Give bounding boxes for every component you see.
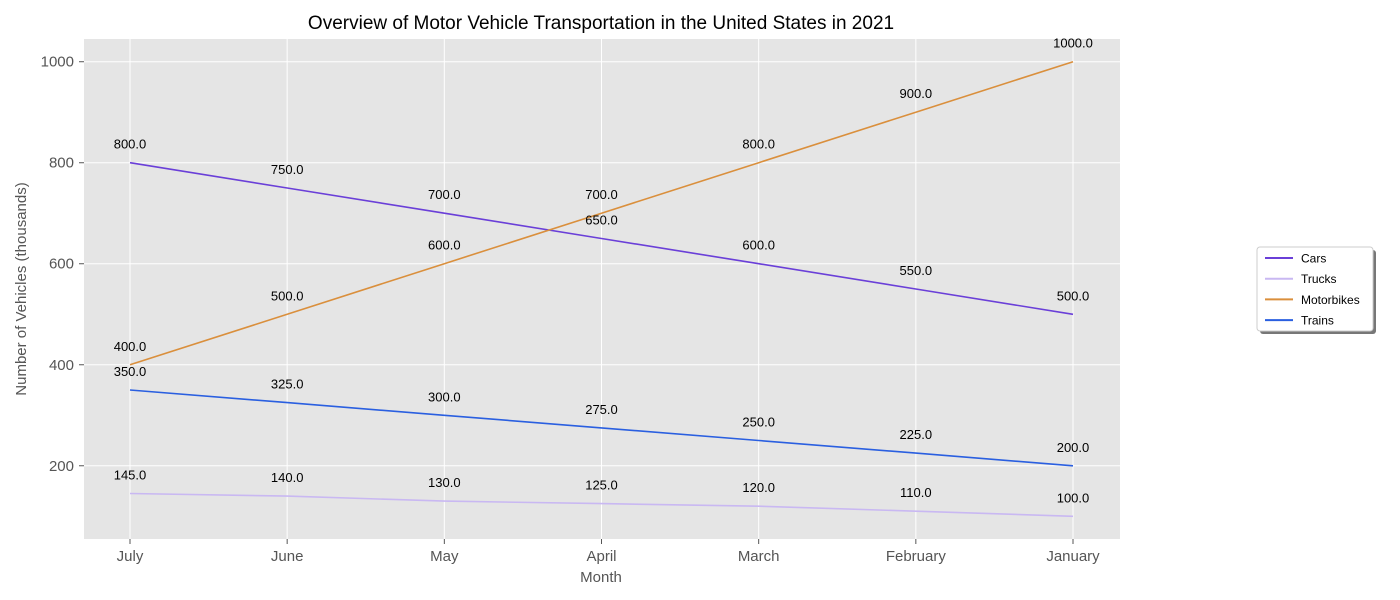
data-label-motorbikes: 600.0 [428,238,461,253]
data-label-trucks: 140.0 [271,470,304,485]
y-tick-label: 400 [49,357,74,374]
data-label-trains: 250.0 [742,415,775,430]
data-label-trucks: 125.0 [585,478,618,493]
data-label-trains: 350.0 [114,364,147,379]
data-label-trucks: 100.0 [1057,490,1090,505]
x-tick-label: June [271,548,304,565]
data-label-cars: 550.0 [900,263,933,278]
x-tick-label: May [430,548,459,565]
legend-label-motorbikes: Motorbikes [1301,293,1360,307]
legend-label-trains: Trains [1301,314,1334,328]
legend: Cars Trucks Motorbikes Trains [1257,247,1376,334]
data-label-cars: 650.0 [585,212,618,227]
data-label-trucks: 110.0 [900,485,932,500]
y-axis-ticks: 200 400 600 800 1000 [41,54,84,475]
y-axis-label: Number of Vehicles (thousands) [13,182,30,395]
data-label-cars: 750.0 [271,162,304,177]
legend-label-trucks: Trucks [1301,272,1337,286]
x-tick-label: January [1046,548,1100,565]
data-label-motorbikes: 400.0 [114,339,147,354]
y-tick-label: 200 [49,458,74,475]
x-tick-label: July [117,548,144,565]
x-axis-label: Month [580,569,622,586]
x-axis-ticks: July June May April March February January [117,539,1101,565]
data-label-motorbikes: 1000.0 [1053,36,1093,51]
data-label-trains: 225.0 [900,427,933,442]
data-label-motorbikes: 800.0 [742,137,775,152]
data-label-trucks: 130.0 [428,475,461,490]
y-tick-label: 800 [49,155,74,172]
data-label-motorbikes: 500.0 [271,288,304,303]
data-label-trucks: 120.0 [742,480,775,495]
data-label-motorbikes: 700.0 [585,187,618,202]
data-label-trains: 275.0 [585,402,618,417]
x-tick-label: April [586,548,616,565]
x-tick-label: March [738,548,780,565]
data-label-cars: 500.0 [1057,288,1090,303]
y-tick-label: 1000 [41,54,74,71]
data-label-trucks: 145.0 [114,468,147,483]
data-label-trains: 325.0 [271,377,304,392]
data-label-motorbikes: 900.0 [900,86,933,101]
legend-label-cars: Cars [1301,252,1326,266]
x-tick-label: February [886,548,947,565]
y-tick-label: 600 [49,256,74,273]
data-label-trains: 200.0 [1057,440,1090,455]
data-label-cars: 600.0 [742,238,775,253]
chart-title: Overview of Motor Vehicle Transportation… [308,13,894,34]
data-label-cars: 800.0 [114,137,147,152]
data-label-cars: 700.0 [428,187,461,202]
data-label-trains: 300.0 [428,389,461,404]
